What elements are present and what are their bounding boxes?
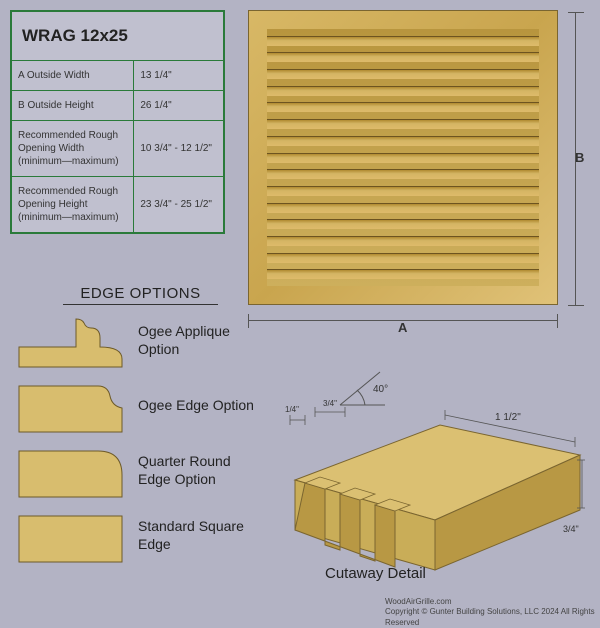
dim-top: 3/4" [323,399,337,408]
quarter-round-icon [18,443,128,498]
grille-slat [267,203,539,213]
grille-slat [267,102,539,112]
grille-slat [267,69,539,79]
spec-label-row-height: Recommended Rough Opening Height (minimu… [12,177,134,232]
grille-illustration [248,10,558,305]
spec-label-a: A Outside Width [12,61,134,90]
grille-slat [267,186,539,196]
edge-label: Ogee Edge Option [138,397,254,415]
spec-table: WRAG 12x25 A Outside Width 13 1/4" B Out… [10,10,225,234]
spec-val-row-height: 23 3/4" - 25 1/2" [134,177,223,232]
spec-row: Recommended Rough Opening Width (minimum… [12,121,223,177]
grille-slats [267,29,539,286]
ogee-applique-icon [18,313,128,368]
edge-label: Ogee Applique Option [138,323,263,358]
dim-depth: 1 1/2" [495,412,521,423]
footer: WoodAirGrille.com Copyright © Gunter Bui… [385,597,600,628]
grille-slat [267,269,539,279]
grille-slat [267,86,539,96]
ogee-edge-icon [18,378,128,433]
grille-slat [267,236,539,246]
grille-slat [267,169,539,179]
grille-slat [267,136,539,146]
spec-label-b: B Outside Height [12,91,134,120]
spec-row: B Outside Height 26 1/4" [12,91,223,121]
edge-options-title: EDGE OPTIONS [63,285,218,305]
grille-slat [267,253,539,263]
dimension-b-label: B [575,150,584,165]
dim-front-slot: 1/4" [285,405,299,414]
grille-slat [267,153,539,163]
spec-row: Recommended Rough Opening Height (minimu… [12,177,223,232]
grille-slat [267,52,539,62]
edge-options: EDGE OPTIONS Ogee Applique Option Ogee E… [18,285,263,573]
edge-option-quarter-round: Quarter Round Edge Option [18,443,263,498]
dim-side: 3/4" [563,524,579,534]
edge-option-ogee-applique: Ogee Applique Option [18,313,263,368]
spec-val-row-width: 10 3/4" - 12 1/2" [134,121,223,176]
spec-val-b: 26 1/4" [134,91,223,120]
grille-slat [267,36,539,46]
square-edge-icon [18,508,128,563]
dimension-a-label: A [398,320,407,335]
cutaway-label: Cutaway Detail [325,565,426,582]
angle-label: 40° [373,384,388,395]
footer-site: WoodAirGrille.com [385,597,600,607]
spec-row: A Outside Width 13 1/4" [12,61,223,91]
spec-title: WRAG 12x25 [12,12,223,61]
spec-label-row-width: Recommended Rough Opening Width (minimum… [12,121,134,176]
spec-val-a: 13 1/4" [134,61,223,90]
edge-option-square: Standard Square Edge [18,508,263,563]
grille-slat [267,119,539,129]
edge-label: Quarter Round Edge Option [138,453,263,488]
edge-option-ogee-edge: Ogee Edge Option [18,378,263,433]
edge-label: Standard Square Edge [138,518,263,553]
grille-slat [267,219,539,229]
